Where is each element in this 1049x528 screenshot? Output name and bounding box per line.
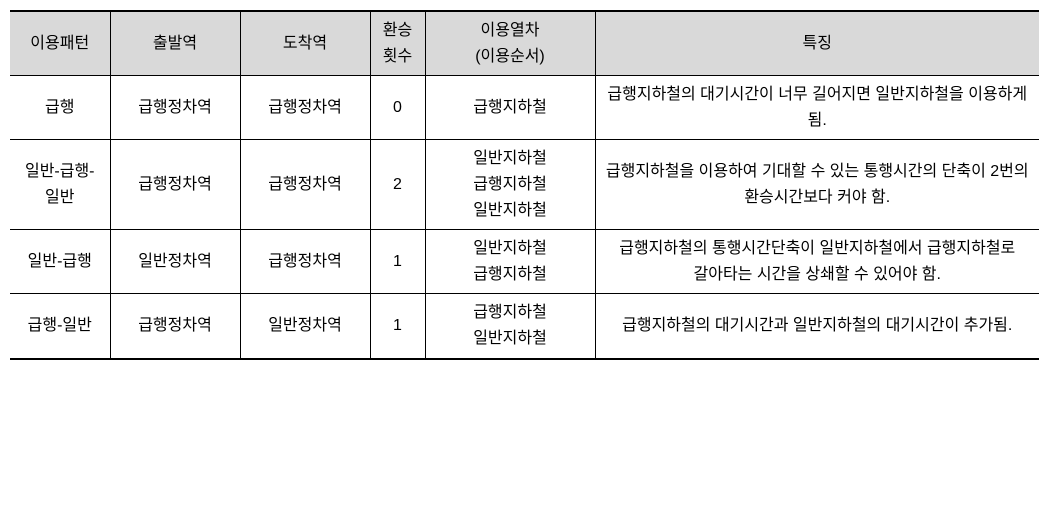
cell-trains: 급행지하철 xyxy=(425,76,595,140)
cell-arrival: 급행정차역 xyxy=(240,76,370,140)
cell-pattern: 일반-급행-일반 xyxy=(10,140,110,230)
cell-pattern: 급행 xyxy=(10,76,110,140)
cell-trains: 일반지하철 급행지하철 xyxy=(425,230,595,294)
header-trains: 이용열차 (이용순서) xyxy=(425,11,595,76)
header-departure: 출발역 xyxy=(110,11,240,76)
cell-pattern: 급행-일반 xyxy=(10,294,110,359)
header-transfers: 환승 횟수 xyxy=(370,11,425,76)
cell-departure: 일반정차역 xyxy=(110,230,240,294)
cell-feature: 급행지하철의 대기시간이 너무 길어지면 일반지하철을 이용하게 됨. xyxy=(595,76,1039,140)
table-header-row: 이용패턴 출발역 도착역 환승 횟수 이용열차 (이용순서) 특징 xyxy=(10,11,1039,76)
table-row: 일반-급행-일반 급행정차역 급행정차역 2 일반지하철 급행지하철 일반지하철… xyxy=(10,140,1039,230)
cell-transfers: 2 xyxy=(370,140,425,230)
table-row: 급행-일반 급행정차역 일반정차역 1 급행지하철 일반지하철 급행지하철의 대… xyxy=(10,294,1039,359)
cell-feature: 급행지하철의 통행시간단축이 일반지하철에서 급행지하철로 갈아타는 시간을 상… xyxy=(595,230,1039,294)
cell-feature: 급행지하철의 대기시간과 일반지하철의 대기시간이 추가됨. xyxy=(595,294,1039,359)
cell-arrival: 급행정차역 xyxy=(240,140,370,230)
cell-departure: 급행정차역 xyxy=(110,76,240,140)
cell-pattern: 일반-급행 xyxy=(10,230,110,294)
cell-departure: 급행정차역 xyxy=(110,294,240,359)
cell-arrival: 급행정차역 xyxy=(240,230,370,294)
header-feature: 특징 xyxy=(595,11,1039,76)
cell-feature: 급행지하철을 이용하여 기대할 수 있는 통행시간의 단축이 2번의 환승시간보… xyxy=(595,140,1039,230)
header-arrival: 도착역 xyxy=(240,11,370,76)
usage-pattern-table: 이용패턴 출발역 도착역 환승 횟수 이용열차 (이용순서) 특징 급행 급행정… xyxy=(10,10,1039,360)
cell-departure: 급행정차역 xyxy=(110,140,240,230)
cell-transfers: 0 xyxy=(370,76,425,140)
cell-transfers: 1 xyxy=(370,230,425,294)
table-row: 급행 급행정차역 급행정차역 0 급행지하철 급행지하철의 대기시간이 너무 길… xyxy=(10,76,1039,140)
table-row: 일반-급행 일반정차역 급행정차역 1 일반지하철 급행지하철 급행지하철의 통… xyxy=(10,230,1039,294)
cell-transfers: 1 xyxy=(370,294,425,359)
header-pattern: 이용패턴 xyxy=(10,11,110,76)
cell-arrival: 일반정차역 xyxy=(240,294,370,359)
cell-trains: 일반지하철 급행지하철 일반지하철 xyxy=(425,140,595,230)
cell-trains: 급행지하철 일반지하철 xyxy=(425,294,595,359)
